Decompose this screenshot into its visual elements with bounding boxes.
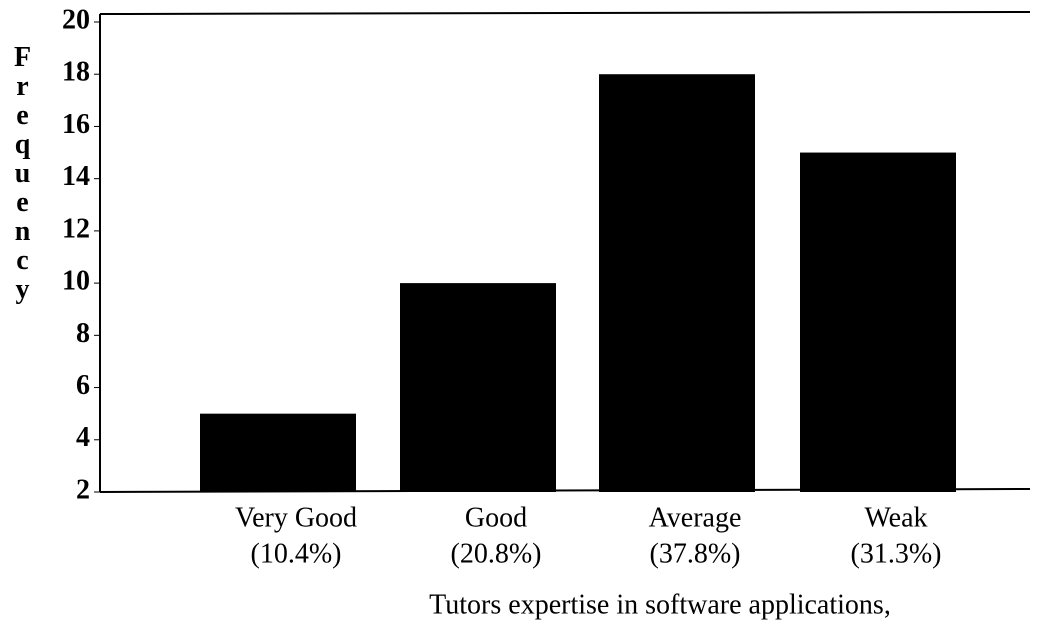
- x-tick-label: Weak: [864, 502, 927, 533]
- bar: [599, 74, 755, 492]
- bar: [800, 152, 956, 493]
- y-tick-label: 8: [76, 318, 90, 349]
- y-tick-label: 20: [62, 4, 90, 35]
- y-tick-label: 14: [62, 161, 90, 192]
- x-tick-label: Good: [465, 502, 527, 533]
- bar: [400, 283, 556, 492]
- y-axis-label: Frequency: [7, 42, 38, 303]
- x-axis-label: Tutors expertise in software application…: [429, 589, 891, 620]
- y-tick-label: 2: [76, 474, 90, 505]
- y-tick-label: 16: [62, 109, 90, 140]
- y-tick-label: 4: [76, 422, 90, 453]
- x-tick-share: (20.8%): [451, 538, 542, 569]
- bar: [200, 413, 356, 492]
- x-tick-label: Very Good: [235, 502, 357, 533]
- frame-line: [99, 11, 1031, 15]
- x-tick-share: (10.4%): [251, 538, 342, 569]
- y-tick-label: 18: [62, 57, 90, 88]
- x-tick-label: Average: [649, 502, 742, 533]
- x-tick-share: (31.3%): [851, 538, 942, 569]
- y-tick-label: 6: [76, 370, 90, 401]
- y-tick-label: 12: [62, 213, 90, 244]
- y-tick-label: 10: [62, 266, 90, 297]
- x-tick-share: (37.8%): [650, 538, 741, 569]
